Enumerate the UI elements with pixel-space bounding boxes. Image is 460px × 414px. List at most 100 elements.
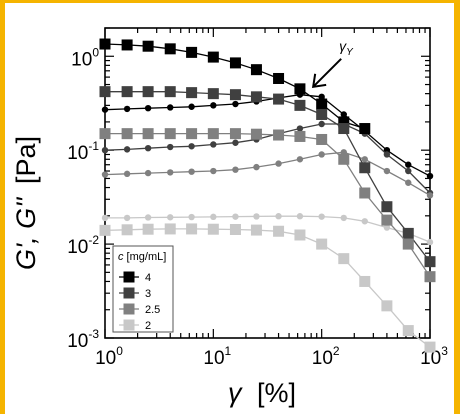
data-point-square	[424, 271, 436, 283]
legend-box	[112, 245, 174, 333]
data-point-square	[229, 224, 241, 236]
data-point-square	[316, 238, 328, 250]
data-point-circle	[232, 166, 239, 173]
data-point-square	[273, 93, 285, 105]
data-point-circle	[361, 218, 368, 225]
data-point-square	[164, 223, 176, 235]
legend: c [mg/mL] 4 3 2.5 2	[112, 245, 174, 333]
annotation: γY	[311, 38, 354, 89]
x-tick-label-base: 10	[420, 348, 441, 369]
data-point-circle	[383, 167, 391, 175]
legend-marker	[123, 287, 135, 299]
y-tick-label-exponent: -3	[88, 327, 99, 341]
data-point-square	[142, 40, 154, 52]
data-point-square	[99, 224, 111, 236]
data-point-square	[294, 130, 306, 142]
data-point-square	[273, 72, 285, 84]
data-point-square	[402, 325, 414, 337]
legend-entry-label: 4	[145, 272, 151, 284]
x-tick-label: 101	[203, 344, 231, 369]
y-tick-label: 10-2	[67, 233, 99, 258]
data-point-square	[338, 116, 350, 128]
data-point-square	[402, 238, 414, 250]
data-point-circle	[167, 214, 174, 221]
data-point-square	[164, 86, 176, 98]
y-axis-title-main: G', G''	[11, 197, 41, 270]
data-point-square	[229, 128, 241, 140]
legend-title-text: c	[118, 251, 124, 263]
y-tick-label-exponent: 0	[92, 45, 99, 59]
data-point-circle	[144, 214, 152, 221]
series-line	[104, 94, 431, 177]
y-tick-label-base: 10	[67, 237, 88, 258]
data-point-circle	[318, 151, 325, 158]
data-point-circle	[188, 213, 195, 221]
series-line	[105, 132, 431, 278]
data-point-circle	[167, 169, 174, 176]
data-point-square	[142, 86, 154, 98]
data-point-square	[186, 46, 198, 58]
annotation-arrow-shaft	[313, 58, 342, 87]
data-point-circle	[383, 151, 391, 158]
data-point-circle	[123, 105, 131, 113]
data-point-circle	[405, 161, 412, 168]
data-point-circle	[101, 106, 109, 113]
data-point-square	[402, 227, 414, 239]
data-point-square	[229, 89, 241, 101]
y-tick-label-base: 10	[67, 331, 88, 352]
y-tick-label-base: 10	[67, 143, 88, 164]
data-point-square	[186, 223, 198, 235]
data-point-circle	[101, 171, 109, 178]
data-point-circle	[232, 139, 239, 146]
data-point-square	[424, 341, 436, 353]
data-point-circle	[232, 100, 239, 108]
data-point-square	[316, 98, 328, 110]
y-axis-title-unit: [Pa]	[11, 136, 41, 184]
series-layer	[99, 38, 436, 353]
x-tick-label-exponent: 3	[441, 344, 448, 358]
annotation-symbol: γ	[339, 38, 347, 54]
data-point-circle	[253, 213, 260, 220]
x-axis-title: γ [%]	[228, 378, 296, 408]
data-point-circle	[144, 144, 152, 152]
x-tick-label-exponent: 2	[333, 344, 340, 358]
data-point-square	[121, 128, 133, 140]
data-point-circle	[123, 146, 131, 153]
data-point-square	[359, 187, 371, 199]
data-point-square	[381, 214, 393, 226]
data-point-square	[381, 201, 393, 213]
data-point-circle	[101, 214, 109, 222]
data-point-circle	[296, 156, 304, 163]
data-point-square	[294, 83, 306, 95]
data-point-circle	[210, 213, 217, 221]
x-tick-label-base: 10	[95, 348, 116, 369]
y-tick-label-exponent: -1	[88, 139, 99, 153]
data-point-circle	[188, 143, 195, 150]
data-point-square	[316, 108, 328, 120]
data-point-square	[294, 229, 306, 241]
data-point-circle	[167, 104, 174, 111]
legend-entry-label: 2.5	[145, 304, 160, 316]
y-tick-label-exponent: -2	[88, 233, 99, 247]
data-point-circle	[144, 104, 152, 112]
annotation-subscript: Y	[346, 47, 354, 58]
data-point-square	[186, 128, 198, 140]
data-point-square	[99, 38, 111, 50]
data-point-square	[99, 128, 111, 140]
x-axis-title-symbol: γ	[228, 378, 243, 408]
data-point-square	[99, 86, 111, 98]
data-point-circle	[188, 103, 195, 110]
data-point-circle	[275, 213, 282, 220]
data-point-circle	[232, 213, 239, 220]
data-point-square	[207, 128, 219, 140]
data-point-circle	[144, 169, 152, 177]
data-point-square	[250, 224, 262, 236]
x-tick-label-base: 10	[312, 348, 333, 369]
data-point-circle	[101, 146, 109, 154]
data-point-square	[164, 128, 176, 140]
x-tick-label-base: 10	[203, 348, 224, 369]
data-point-circle	[210, 102, 217, 109]
data-point-square	[294, 99, 306, 111]
data-point-circle	[296, 125, 304, 132]
